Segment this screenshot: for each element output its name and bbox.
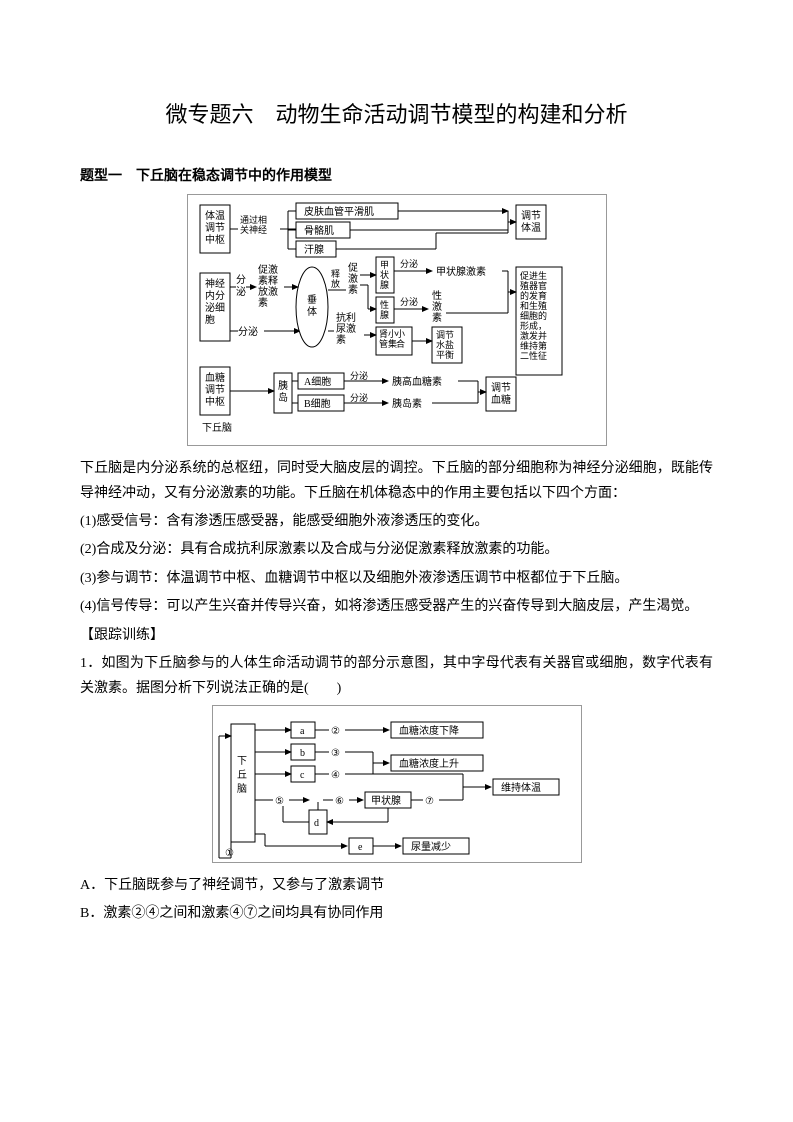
- d1-rightbig: 促进生殖器官的发育和生殖细胞的形成，激发并维持第二性征: [520, 270, 547, 361]
- d1-jzxjs: 甲状腺激素: [436, 265, 486, 278]
- d1-axb: A细胞: [304, 375, 331, 388]
- d1-sf: 释放: [331, 268, 340, 289]
- intro-paragraph: 下丘脑是内分泌系统的总枢纽，同时受大脑皮层的调控。下丘脑的部分细胞称为神经分泌细…: [80, 456, 713, 506]
- option-a: A．下丘脑既参与了神经调节，又参与了激素调节: [80, 873, 713, 898]
- d2-r1: 血糖浓度下降: [399, 724, 459, 737]
- diagram-hypothalamus-model: 体温调节中枢 神经内分泌细胞 血糖调节中枢 下丘脑 通过相关神经 皮肤血管平滑肌…: [187, 194, 607, 446]
- d2-xqn: 下丘脑: [237, 756, 247, 795]
- d1-cjs: 促激素: [348, 261, 358, 296]
- bullet-3: (3)参与调节：体温调节中枢、血糖调节中枢以及细胞外液渗透压调节中枢都位于下丘脑…: [80, 566, 713, 591]
- d2-n5: ⑤: [275, 796, 284, 807]
- option-b: B．激素②④之间和激素④⑦之间均具有协同作用: [80, 901, 713, 926]
- bullet-1: (1)感受信号：含有渗透压感受器，能感受细胞外液渗透压的变化。: [80, 509, 713, 534]
- d1-xiaqiunao-label: 下丘脑: [202, 421, 232, 434]
- question-1-text: 1．如图为下丘脑参与的人体生命活动调节的部分示意图，其中字母代表有关器官或细胞，…: [80, 651, 713, 701]
- d1-xx: 性腺: [380, 299, 389, 320]
- d2-n3: ③: [331, 748, 340, 759]
- d2-n4: ④: [331, 770, 340, 781]
- d1-yds: 胰岛素: [392, 397, 422, 410]
- d1-fm3: 分泌: [400, 258, 418, 269]
- d1-jzx: 甲状腺: [380, 260, 389, 290]
- d2-b: b: [300, 748, 305, 759]
- d2-n2: ②: [331, 726, 340, 737]
- d2-d: d: [314, 818, 319, 829]
- d1-xuetang: 血糖调节中枢: [205, 371, 225, 408]
- d1-shen: 肾小管集: [379, 329, 397, 349]
- d1-ygxts: 胰高血糖素: [392, 375, 442, 388]
- d1-kls: 抗利尿激素: [336, 311, 356, 346]
- d1-fm5: 分泌: [350, 370, 368, 381]
- d1-xjs: 性激素: [432, 289, 442, 324]
- d2-n6: ⑥: [335, 796, 344, 807]
- d1-vianerve: 通过相关神经: [240, 214, 267, 235]
- d2-c: c: [300, 770, 305, 781]
- d2-r4: 尿量减少: [411, 841, 451, 853]
- bullet-2: (2)合成及分泌：具有合成抗利尿激素以及合成与分泌促激素释放激素的功能。: [80, 537, 713, 562]
- d1-tiwen: 体温调节中枢: [205, 210, 225, 246]
- d2-jzx: 甲状腺: [371, 794, 401, 807]
- d2-e: e: [358, 842, 363, 853]
- d1-fm4: 分泌: [400, 296, 418, 307]
- diagram-question-1: 下丘脑 ① a ② 血糖浓度下降 b ③ c ④ 血糖浓度上升 ⑤ ⑥ 甲状腺 …: [212, 705, 582, 863]
- section-heading-1: 题型一 下丘脑在稳态调节中的作用模型: [80, 163, 713, 188]
- d1-yidao: 胰岛: [278, 379, 288, 404]
- d1-cjssfs: 促激素释放激素: [258, 263, 278, 309]
- tracking-label: 【跟踪训练】: [80, 623, 713, 648]
- d1-fm2: 分泌: [238, 325, 258, 338]
- svg-text:小合: 小合: [396, 329, 405, 349]
- d1-fm6: 分泌: [350, 392, 368, 403]
- bullet-4: (4)信号传导：可以产生兴奋并传导兴奋，如将渗透压感受器产生的兴奋传导到大脑皮层…: [80, 594, 713, 619]
- d2-n7: ⑦: [425, 796, 434, 807]
- d1-bxb: B细胞: [304, 397, 331, 410]
- d2-r2: 血糖浓度上升: [399, 757, 459, 770]
- d1-fm1: 分泌: [236, 274, 246, 298]
- d1-syph: 调节水盐平衡: [436, 330, 454, 360]
- page-title: 微专题六 动物生命活动调节模型的构建和分析: [80, 95, 713, 135]
- d1-pifu: 皮肤血管平滑肌: [304, 205, 374, 218]
- d2-n1: ①: [225, 848, 234, 859]
- d2-r3: 维持体温: [501, 781, 541, 794]
- d1-gugeji: 骨骼肌: [304, 224, 334, 237]
- d1-hanxian: 汗腺: [304, 243, 324, 256]
- d2-a: a: [300, 726, 305, 737]
